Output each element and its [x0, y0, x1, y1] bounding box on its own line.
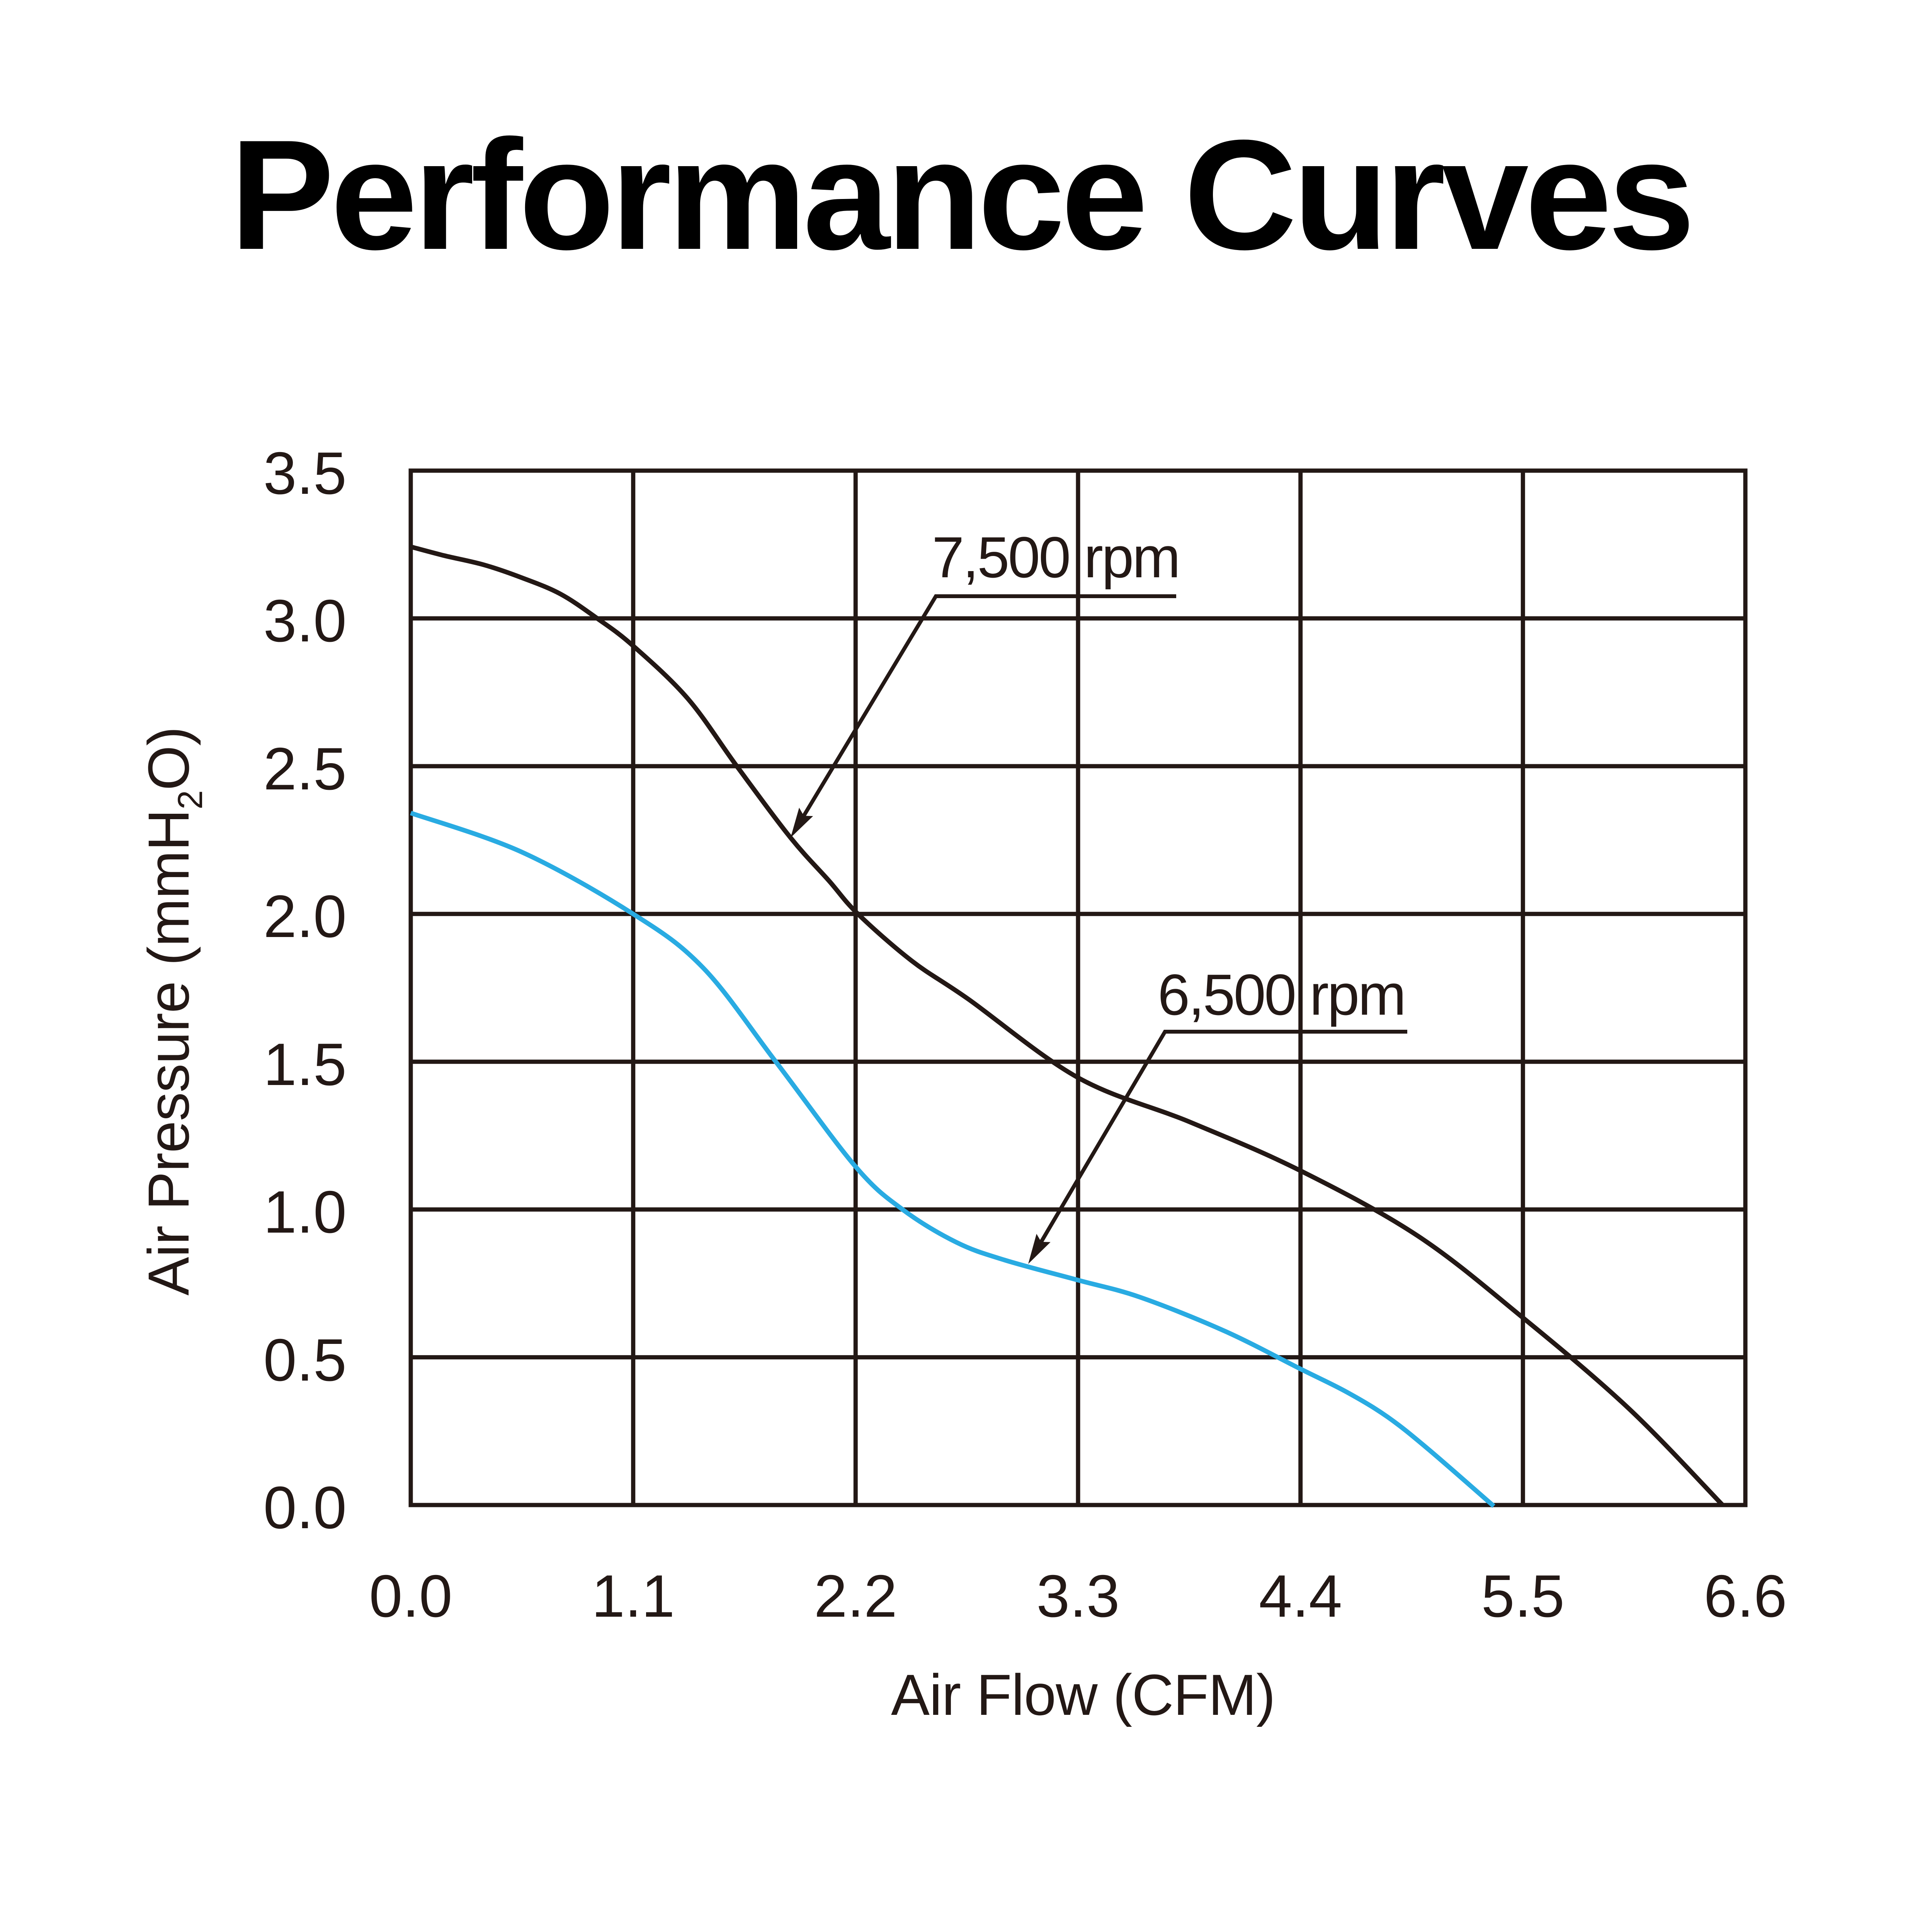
svg-text:0.0: 0.0: [264, 1474, 347, 1541]
svg-text:4.4: 4.4: [1259, 1563, 1342, 1629]
svg-text:0.5: 0.5: [264, 1327, 347, 1393]
svg-text:2.2: 2.2: [814, 1563, 897, 1629]
svg-text:6,500 rpm: 6,500 rpm: [1158, 962, 1405, 1027]
svg-text:6.6: 6.6: [1704, 1563, 1787, 1629]
svg-text:5.5: 5.5: [1481, 1563, 1565, 1629]
svg-text:1.1: 1.1: [592, 1563, 675, 1629]
svg-text:Performance Curves: Performance Curves: [230, 107, 1691, 282]
svg-text:2.0: 2.0: [264, 883, 347, 950]
svg-text:0.0: 0.0: [369, 1563, 452, 1629]
svg-text:3.3: 3.3: [1036, 1563, 1119, 1629]
svg-text:2.5: 2.5: [264, 735, 347, 802]
svg-text:Air Flow (CFM): Air Flow (CFM): [891, 1662, 1275, 1727]
svg-text:1.0: 1.0: [264, 1179, 347, 1245]
svg-text:3.0: 3.0: [264, 587, 347, 654]
svg-text:1.5: 1.5: [264, 1031, 347, 1098]
svg-text:3.5: 3.5: [264, 440, 347, 507]
svg-text:Air Pressure (mmH2O): Air Pressure (mmH2O): [136, 727, 210, 1296]
svg-text:7,500 rpm: 7,500 rpm: [932, 525, 1179, 590]
